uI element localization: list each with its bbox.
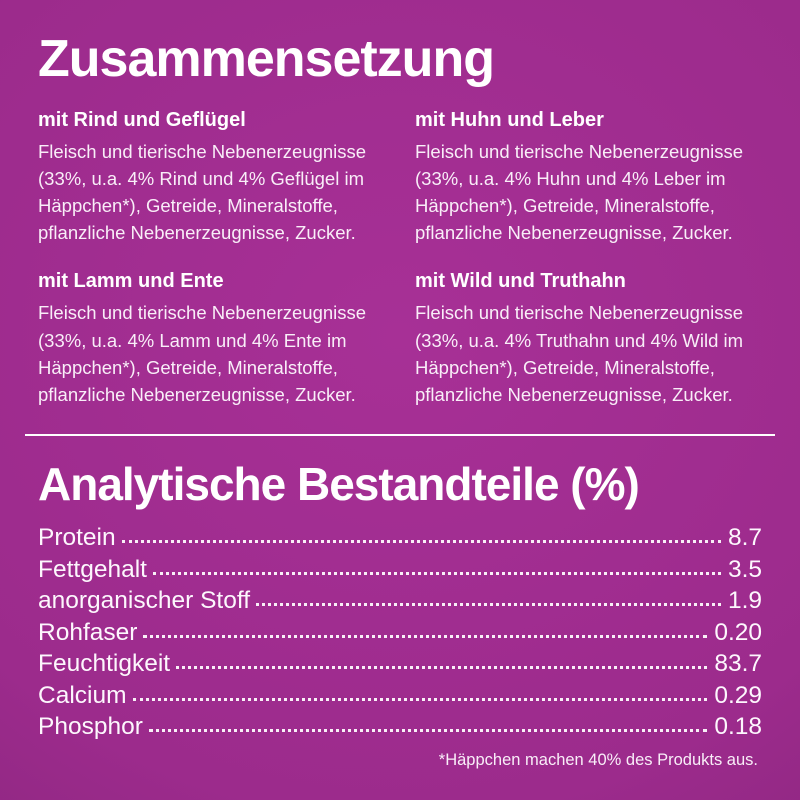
variant-heading: mit Huhn und Leber: [415, 108, 604, 131]
table-row: Rohfaser 0.20: [38, 619, 762, 651]
variant-ingredients: Fleisch und tierische Nebenerzeugnisse (…: [415, 140, 744, 244]
dotted-leader: [148, 729, 708, 733]
row-value: 8.7: [727, 524, 762, 552]
variant-ingredients: Fleisch und tierische Nebenerzeugnisse (…: [38, 140, 367, 244]
variant-block-wild-truthahn: mit Wild und Truthahn Fleisch und tieris…: [415, 268, 762, 408]
variant-heading: mit Rind und Geflügel: [38, 108, 246, 131]
variant-block-lamm-ente: mit Lamm und Ente Fleisch und tierische …: [38, 268, 385, 408]
row-label: anorganischer Stoff: [38, 587, 251, 615]
composition-title: Zusammensetzung: [38, 30, 495, 88]
table-row: Feuchtigkeit 83.7: [38, 650, 762, 682]
analytical-title: Analytische Bestandteile (%): [38, 458, 640, 511]
row-label: Protein: [38, 524, 116, 552]
row-label: Phosphor: [38, 713, 143, 741]
variant-block-huhn-leber: mit Huhn und Leber Fleisch und tierische…: [415, 107, 762, 247]
row-label: Fettgehalt: [38, 555, 147, 583]
row-value: 0.18: [714, 713, 762, 741]
composition-grid: mit Rind und Geflügel Fleisch und tieris…: [38, 107, 762, 409]
row-label: Rohfaser: [38, 618, 138, 646]
dotted-leader: [132, 697, 708, 701]
variant-heading: mit Wild und Truthahn: [415, 270, 626, 293]
row-label: Feuchtigkeit: [38, 650, 171, 678]
variant-ingredients: Fleisch und tierische Nebenerzeugnisse (…: [38, 302, 367, 405]
dotted-leader: [143, 634, 708, 638]
section-divider: [25, 434, 775, 437]
dotted-leader: [256, 603, 721, 607]
variant-ingredients: Fleisch und tierische Nebenerzeugnisse (…: [415, 302, 744, 405]
row-value: 0.29: [714, 681, 762, 709]
table-row: Protein 8.7: [38, 524, 762, 556]
dotted-leader: [176, 666, 708, 670]
row-value: 83.7: [714, 650, 762, 678]
variant-heading: mit Lamm und Ente: [38, 270, 224, 293]
table-row: anorganischer Stoff 1.9: [38, 587, 762, 619]
dotted-leader: [152, 571, 721, 575]
table-row: Calcium 0.29: [38, 682, 762, 714]
footnote: *Häppchen machen 40% des Produkts aus.: [438, 751, 758, 769]
dotted-leader: [121, 540, 721, 544]
analytical-table: Protein 8.7 Fettgehalt 3.5 anorganischer…: [38, 524, 762, 745]
table-row: Fettgehalt 3.5: [38, 556, 762, 588]
row-label: Calcium: [38, 681, 127, 709]
row-value: 0.20: [714, 618, 762, 646]
row-value: 1.9: [727, 587, 762, 615]
row-value: 3.5: [727, 555, 762, 583]
variant-block-rind-gefluegel: mit Rind und Geflügel Fleisch und tieris…: [38, 107, 385, 247]
table-row: Phosphor 0.18: [38, 713, 762, 745]
